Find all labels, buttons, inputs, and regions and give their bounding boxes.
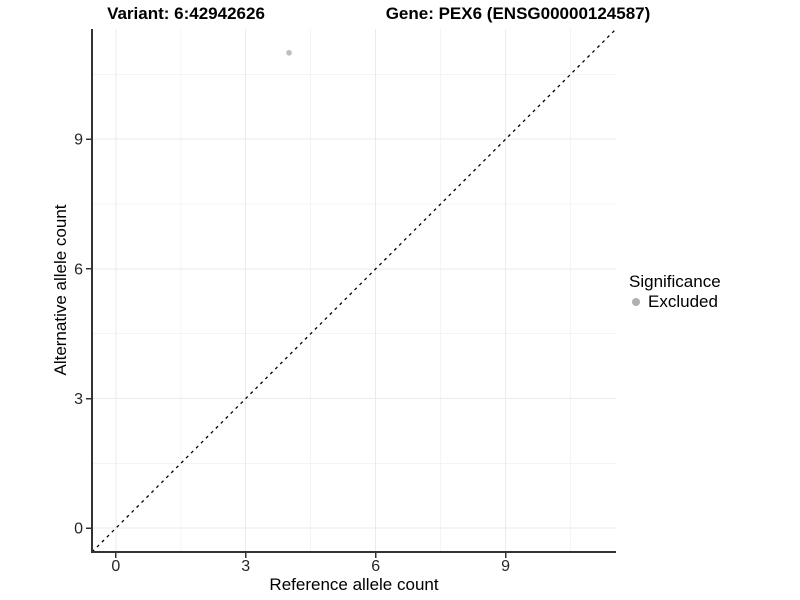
legend-title: Significance: [629, 272, 721, 291]
plot-title-variant: Variant: 6:42942626: [107, 4, 265, 23]
x-tick-label: 0: [111, 558, 120, 575]
legend-item-label: Excluded: [648, 292, 718, 311]
x-tick-label: 6: [371, 558, 380, 575]
data-point: [286, 49, 292, 56]
plot-title-gene: Gene: PEX6 (ENSG00000124587): [385, 4, 651, 23]
y-tick-label: 0: [74, 521, 83, 538]
y-tick-label: 9: [74, 132, 83, 149]
y-tick-label: 3: [74, 391, 83, 408]
legend: Significance Excluded: [629, 272, 721, 312]
legend-point-icon: [632, 298, 640, 306]
legend-item-excluded: Excluded: [629, 292, 721, 312]
x-tick-label: 9: [501, 558, 510, 575]
x-tick-label: 3: [241, 558, 250, 575]
x-axis-title: Reference allele count: [269, 575, 439, 594]
identity-line: [91, 28, 617, 553]
y-tick-label: 6: [74, 261, 83, 278]
